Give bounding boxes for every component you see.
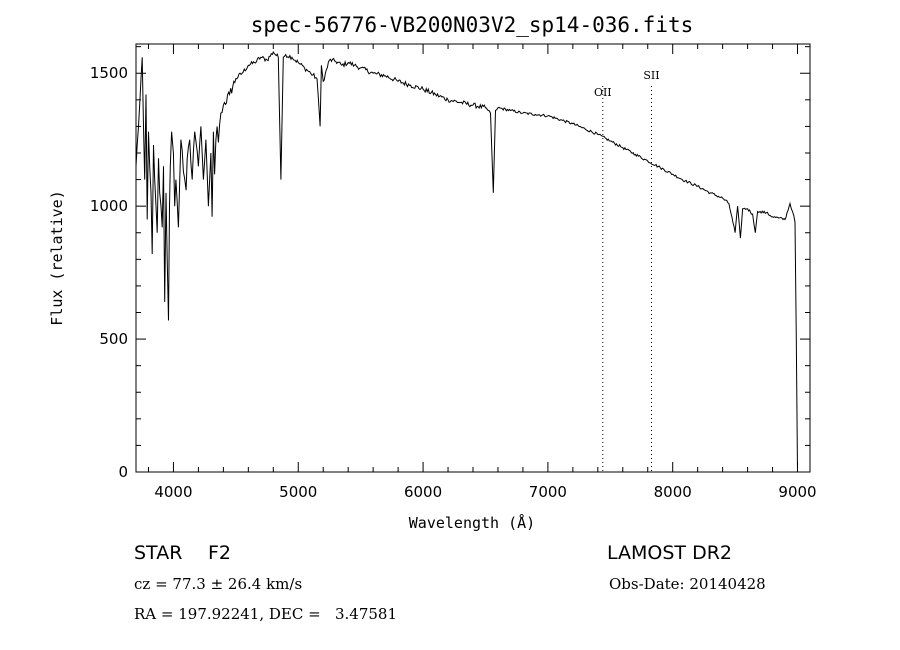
survey-name: LAMOST DR2 <box>607 542 732 564</box>
plot-frame <box>135 43 811 473</box>
observation-date: Obs-Date: 20140428 <box>609 575 766 593</box>
redshift-velocity: cz = 77.3 ± 26.4 km/s <box>134 575 303 593</box>
y-tick-label: 500 <box>99 330 128 348</box>
x-tick-label: 9000 <box>778 483 816 501</box>
x-tick-label: 4000 <box>154 483 192 501</box>
emission-line-label: OII <box>594 86 612 99</box>
x-axis-ticks: 4000 5000 6000 7000 8000 9000 <box>147 44 817 501</box>
object-type: STAR <box>134 542 183 564</box>
x-tick-label: 6000 <box>404 483 442 501</box>
y-tick-label: 0 <box>118 463 128 481</box>
chart-title: spec-56776-VB200N03V2_sp14-036.fits <box>251 13 694 37</box>
x-axis-label: Wavelength (Å) <box>409 513 535 532</box>
y-axis-label: Flux (relative) <box>48 190 66 325</box>
x-tick-label: 8000 <box>654 483 692 501</box>
y-tick-label: 1500 <box>90 64 128 82</box>
emission-line-markers: OII SII <box>594 69 660 472</box>
emission-line-label: SII <box>643 69 659 82</box>
y-axis-ticks: 0 500 1000 1500 <box>90 46 810 481</box>
y-tick-label: 1000 <box>90 197 128 215</box>
spectrum-series-line <box>135 50 798 473</box>
x-tick-label: 7000 <box>529 483 567 501</box>
spectral-subclass: F2 <box>208 542 232 564</box>
coordinates: RA = 197.92241, DEC = 3.47581 <box>134 605 398 623</box>
x-tick-label: 5000 <box>279 483 317 501</box>
